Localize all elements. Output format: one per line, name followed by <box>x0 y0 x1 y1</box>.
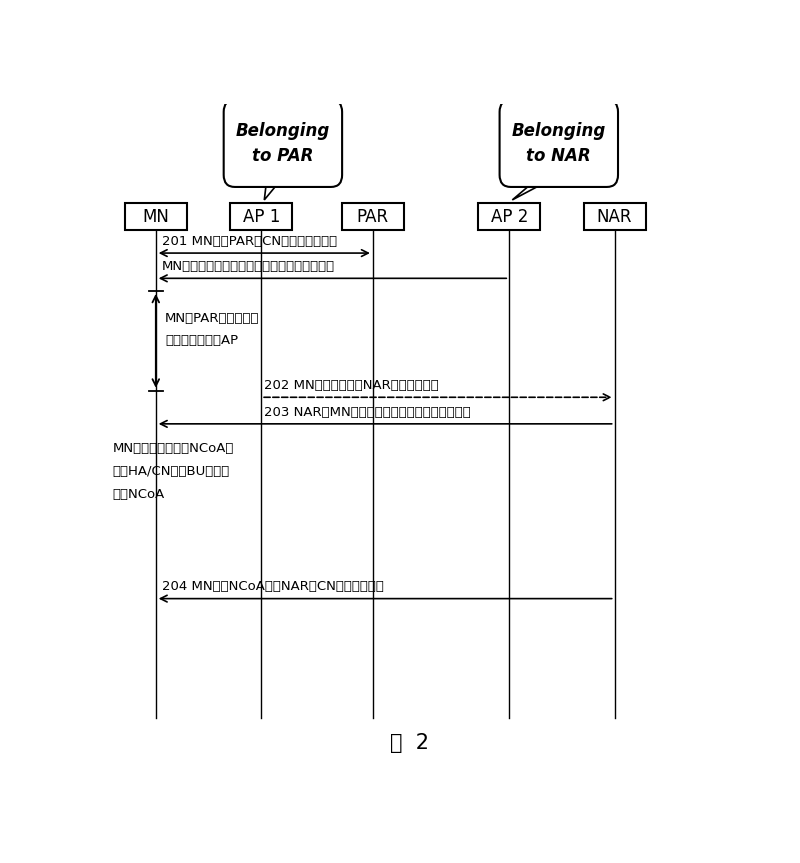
Text: Belonging
to NAR: Belonging to NAR <box>512 122 606 165</box>
Text: 203 NAR向MN发送携带网络前缀信息的路由公告: 203 NAR向MN发送携带网络前缀信息的路由公告 <box>264 406 471 419</box>
Text: MN: MN <box>142 207 170 225</box>
Text: PAR: PAR <box>357 207 389 225</box>
Text: 图  2: 图 2 <box>390 734 430 753</box>
FancyBboxPatch shape <box>342 203 404 230</box>
Polygon shape <box>512 173 562 200</box>
Text: Belonging
to PAR: Belonging to PAR <box>236 122 330 165</box>
Text: AP 2: AP 2 <box>490 207 528 225</box>
Text: NAR: NAR <box>597 207 632 225</box>
FancyBboxPatch shape <box>478 203 540 230</box>
Text: MN与PAR断开，并连
接到新网络中的AP: MN与PAR断开，并连 接到新网络中的AP <box>165 312 259 347</box>
Text: 204 MN利用NCoA通过NAR与CN开始新的会话: 204 MN利用NCoA通过NAR与CN开始新的会话 <box>162 580 384 593</box>
FancyBboxPatch shape <box>224 100 342 187</box>
Polygon shape <box>264 173 286 200</box>
Text: 201 MN通过PAR与CN正保持会话过程: 201 MN通过PAR与CN正保持会话过程 <box>162 235 337 248</box>
Text: MN在新网络中生成NCoA，
并向HA/CN发送BU信息绑
定该NCoA: MN在新网络中生成NCoA， 并向HA/CN发送BU信息绑 定该NCoA <box>112 443 234 501</box>
Text: AP 1: AP 1 <box>242 207 280 225</box>
Text: MN检测到新的一个具有较强导频信号的接入点: MN检测到新的一个具有较强导频信号的接入点 <box>162 260 335 273</box>
FancyBboxPatch shape <box>583 203 646 230</box>
FancyBboxPatch shape <box>499 100 618 187</box>
Text: 202 MN向新网络中的NAR发送路由请求: 202 MN向新网络中的NAR发送路由请求 <box>264 379 439 392</box>
FancyBboxPatch shape <box>125 203 187 230</box>
FancyBboxPatch shape <box>230 203 292 230</box>
